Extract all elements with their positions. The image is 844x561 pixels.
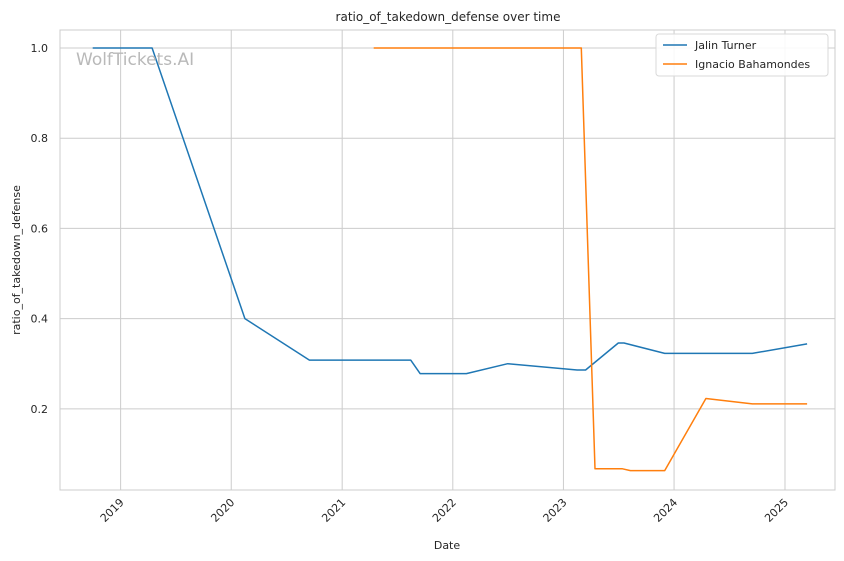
y-axis-label: ratio_of_takedown_defense [10,185,23,335]
y-tick-labels: 0.2 0.4 0.6 0.8 1.0 [31,42,49,416]
grid [60,30,835,490]
legend: Jalin Turner Ignacio Bahamondes [655,33,829,77]
plot-frame [59,29,836,491]
y-tick-label: 0.6 [31,222,49,235]
chart-title: ratio_of_takedown_defense over time [336,10,561,24]
legend-box [655,33,829,77]
series-layer [92,47,808,472]
series-line-jalin-turner [92,47,808,375]
x-axis-label: Date [434,539,461,552]
y-tick-label: 1.0 [31,42,49,55]
y-tick-label: 0.8 [31,132,49,145]
y-tick-label: 0.2 [31,403,49,416]
series-line-ignacio-bahamondes [373,47,808,472]
legend-label-jalin-turner: Jalin Turner [694,39,757,52]
legend-label-ignacio-bahamondes: Ignacio Bahamondes [695,58,810,71]
y-tick-label: 0.4 [31,313,49,326]
watermark: WolfTickets.AI [76,50,194,70]
